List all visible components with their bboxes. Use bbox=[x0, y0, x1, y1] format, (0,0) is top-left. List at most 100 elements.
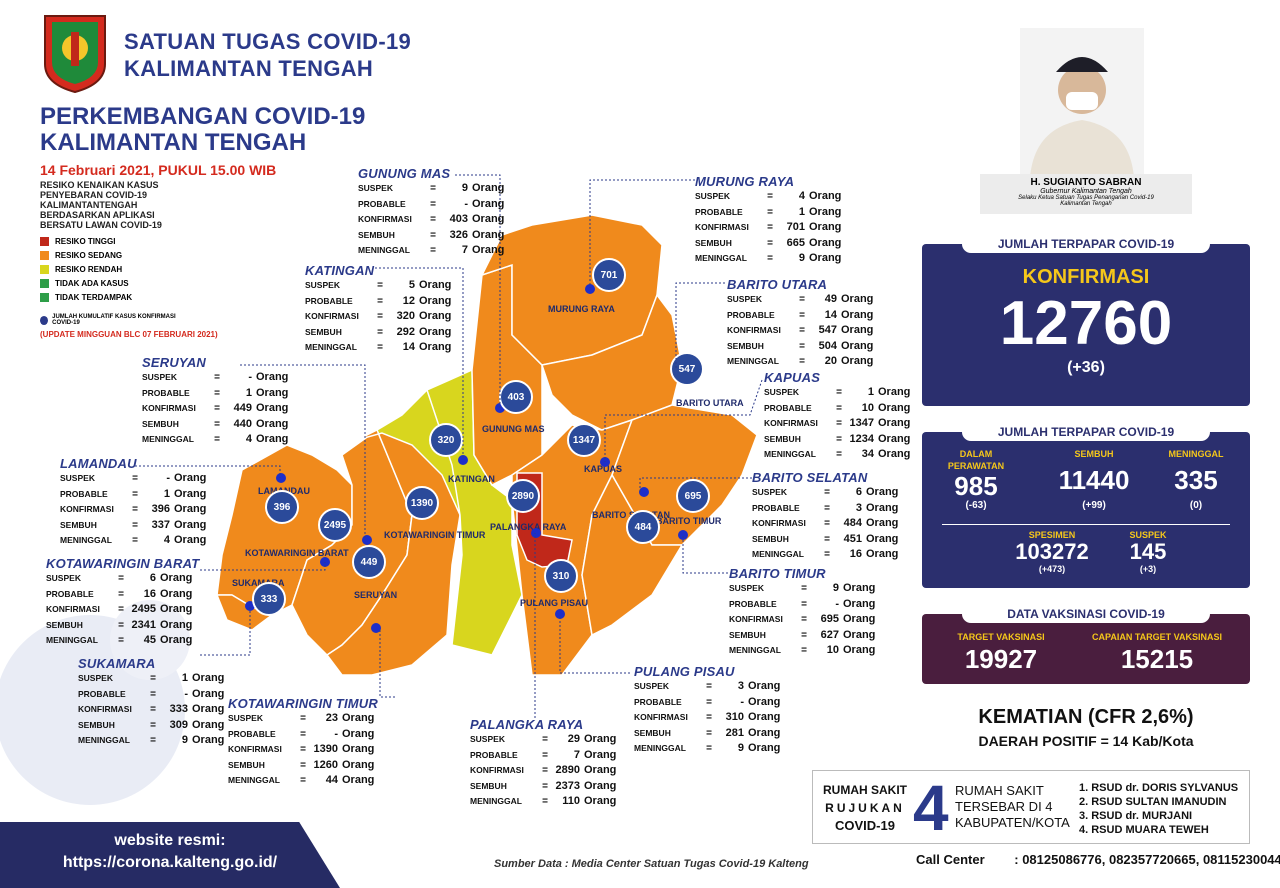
legend-swatch-icon bbox=[40, 236, 49, 246]
legend-label: TIDAK TERDAMPAK bbox=[55, 292, 133, 302]
stat-value: - bbox=[166, 472, 170, 484]
stat-unit: Orang bbox=[160, 587, 193, 600]
stat-value: 12 bbox=[402, 294, 415, 307]
stat-row-meninggal: MENINGGAL = 20 Orang bbox=[727, 354, 873, 370]
stat-label: MENINGGAL bbox=[142, 434, 194, 444]
stat-value: 695 bbox=[820, 613, 839, 625]
region-stats-barito-selatan: BARITO SELATAN SUSPEK = 6 Orang PROBABLE = 3 Ora… bbox=[752, 470, 898, 563]
governor-portrait-icon bbox=[1030, 57, 1134, 178]
stat-row-konfirmasi: KONFIRMASI = 2495 Orang bbox=[46, 602, 199, 618]
stat-label: KONFIRMASI bbox=[228, 744, 282, 754]
stat-value: - bbox=[184, 687, 188, 700]
kematian-summary: KEMATIAN (CFR 2,6%) DAERAH POSITIF = 14 … bbox=[922, 706, 1250, 749]
stat-label: MENINGGAL bbox=[634, 743, 686, 753]
region-name: GUNUNG MAS bbox=[358, 166, 451, 181]
stat-value: 449 bbox=[233, 402, 252, 414]
legend-swatch-icon bbox=[40, 278, 49, 288]
stat-row-probable: PROBABLE = 10 Orang bbox=[764, 401, 910, 417]
rumah-sakit-title: RUMAH SAKIT RUJUKAN COVID-19 bbox=[819, 781, 911, 835]
stat-value: 34 bbox=[861, 448, 874, 460]
detail-card: JUMLAH TERPAPAR COVID-19 DALAM PERAWATAN … bbox=[922, 423, 1250, 588]
case-bubble: 547 bbox=[670, 352, 704, 386]
capaian-label: CAPAIAN TARGET VAKSINASI bbox=[1091, 632, 1222, 642]
stat-value: 29 bbox=[567, 733, 580, 745]
stat-label: SUSPEK bbox=[729, 583, 764, 593]
stat-label: SUSPEK bbox=[46, 573, 81, 583]
stat-label: MENINGGAL bbox=[60, 535, 112, 545]
stat-row-sembuh: SEMBUH = 2373 Orang bbox=[470, 779, 616, 795]
stat-unit: Orang bbox=[809, 221, 842, 233]
stat-equals: = bbox=[824, 502, 830, 514]
stat-equals: = bbox=[542, 749, 548, 761]
stat-value: 9 bbox=[737, 742, 744, 754]
stat-row-sembuh: SEMBUH = 292 Orang bbox=[305, 325, 451, 341]
legend-swatch-icon bbox=[40, 292, 49, 302]
stat-equals: = bbox=[118, 604, 124, 615]
stat-label: SUSPEK bbox=[695, 191, 730, 201]
dalam-delta: (-63) bbox=[965, 500, 987, 511]
stat-unit: Orang bbox=[878, 432, 911, 445]
stat-value: 20 bbox=[824, 355, 837, 367]
stat-unit: Orang bbox=[472, 197, 505, 210]
case-bubble: 310 bbox=[544, 559, 578, 593]
case-bubble: 2495 bbox=[318, 508, 352, 542]
stat-row-konfirmasi: KONFIRMASI = 695 Orang bbox=[729, 612, 875, 628]
stat-unit: Orang bbox=[866, 532, 899, 545]
rs-title-2: RUJUKAN bbox=[825, 801, 905, 815]
legend-description: RESIKO KENAIKAN KASUS PENYEBARAN COVID-1… bbox=[40, 180, 162, 230]
stat-equals: = bbox=[430, 245, 436, 256]
stat-value: 4 bbox=[245, 433, 252, 445]
stat-row-probable: PROBABLE = - Orang bbox=[729, 597, 875, 613]
map-label: SUKAMARA bbox=[232, 578, 285, 588]
stat-value: - bbox=[835, 597, 839, 610]
stat-equals: = bbox=[706, 712, 712, 723]
meninggal-value: 335 bbox=[1174, 465, 1218, 495]
stat-unit: Orang bbox=[843, 628, 876, 641]
stat-row-sembuh: SEMBUH = 281 Orang bbox=[634, 726, 780, 742]
stat-row-suspek: SUSPEK = - Orang bbox=[60, 471, 206, 487]
legend-item: RESIKO SEDANG bbox=[40, 248, 190, 262]
stat-row-meninggal: MENINGGAL = 110 Orang bbox=[470, 794, 616, 810]
stat-row-probable: PROBABLE = - Orang bbox=[634, 695, 780, 711]
stat-unit: Orang bbox=[809, 190, 842, 202]
website-link[interactable]: https://corona.kalteng.go.id/ bbox=[62, 854, 278, 871]
sembuh-delta: (+99) bbox=[1082, 500, 1106, 511]
stat-row-meninggal: MENINGGAL = 34 Orang bbox=[764, 447, 910, 463]
sembuh-stat: SEMBUH 11440 (+99) bbox=[1034, 448, 1154, 511]
stat-equals: = bbox=[132, 519, 138, 531]
stat-unit: Orang bbox=[192, 672, 225, 684]
stat-value: 320 bbox=[396, 310, 415, 322]
dalam-label-2: PERAWATAN bbox=[947, 461, 1005, 471]
region-name: BARITO SELATAN bbox=[752, 470, 868, 485]
stat-unit: Orang bbox=[160, 572, 193, 584]
stat-label: PROBABLE bbox=[729, 598, 777, 609]
stat-equals: = bbox=[801, 583, 807, 594]
case-bubble: 701 bbox=[592, 258, 626, 292]
stat-label: SUSPEK bbox=[764, 387, 799, 397]
stat-value: 2373 bbox=[555, 779, 580, 792]
stat-row-suspek: SUSPEK = 5 Orang bbox=[305, 278, 451, 294]
title-line-2: KALIMANTAN TENGAH bbox=[40, 129, 307, 156]
legend-label: RESIKO RENDAH bbox=[55, 264, 123, 274]
spesimen-value: 103272 bbox=[1015, 539, 1089, 564]
stat-equals: = bbox=[799, 340, 805, 352]
map-marker-icon bbox=[678, 530, 688, 540]
stat-value: 7 bbox=[573, 748, 580, 761]
stat-equals: = bbox=[542, 765, 548, 776]
stat-label: KONFIRMASI bbox=[752, 518, 806, 528]
stat-label: SUSPEK bbox=[228, 713, 263, 723]
stat-row-konfirmasi: KONFIRMASI = 1347 Orang bbox=[764, 416, 910, 432]
stat-value: 292 bbox=[396, 325, 415, 338]
region-name: KAPUAS bbox=[764, 370, 821, 385]
stat-equals: = bbox=[132, 504, 138, 515]
stat-equals: = bbox=[300, 713, 306, 724]
stat-value: 6 bbox=[855, 486, 862, 498]
stat-equals: = bbox=[824, 533, 830, 545]
stat-row-konfirmasi: KONFIRMASI = 1390 Orang bbox=[228, 742, 378, 758]
map-label: PALANGKA RAYA bbox=[490, 522, 567, 532]
stat-equals: = bbox=[824, 549, 830, 560]
call-center: Call Center : 08125086776, 082357720665,… bbox=[916, 852, 1280, 867]
stat-row-probable: PROBABLE = - Orang bbox=[78, 687, 224, 703]
stat-value: 9 bbox=[832, 582, 839, 594]
stat-label: MENINGGAL bbox=[228, 775, 280, 785]
